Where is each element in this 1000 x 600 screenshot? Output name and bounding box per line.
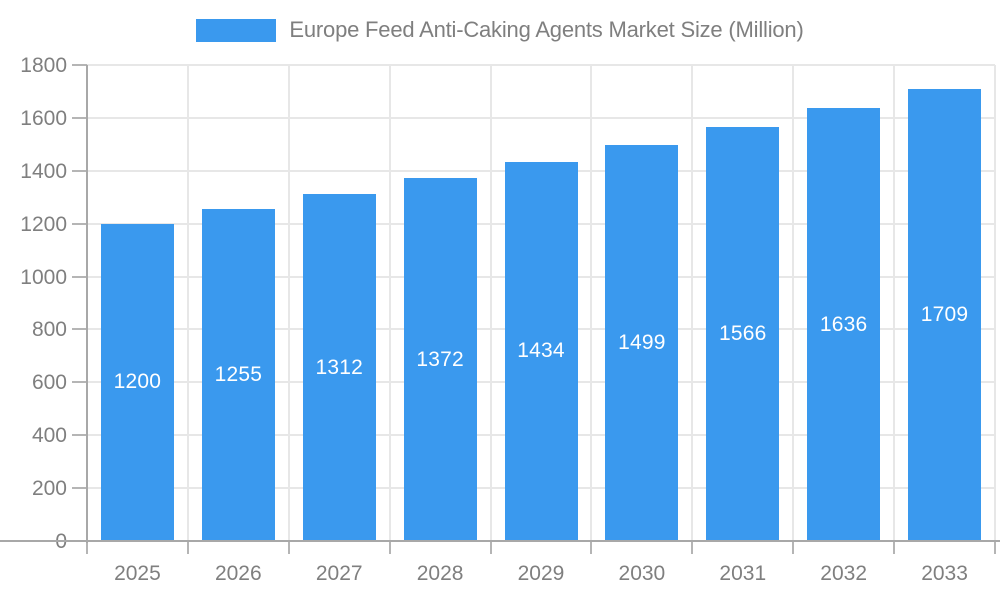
x-gridline bbox=[590, 65, 593, 541]
y-tick-label: 600 bbox=[31, 371, 67, 395]
x-gridline bbox=[893, 65, 896, 541]
y-tick-label: 1400 bbox=[20, 159, 67, 183]
x-tick-label: 2025 bbox=[114, 562, 161, 585]
bar: 1566 bbox=[706, 126, 780, 541]
bar-value-label: 1372 bbox=[416, 347, 464, 371]
bar: 1499 bbox=[605, 144, 679, 541]
bar-value-label: 1434 bbox=[517, 339, 565, 363]
x-tick-label: 2027 bbox=[315, 562, 363, 585]
y-axis-line bbox=[86, 65, 88, 543]
x-tick-mark bbox=[590, 541, 593, 554]
y-tick-mark bbox=[72, 116, 87, 119]
x-gridline bbox=[691, 65, 694, 541]
x-tick-label: 2028 bbox=[416, 562, 464, 585]
y-tick-label: 1000 bbox=[20, 265, 67, 289]
bar-value-label: 1312 bbox=[315, 355, 363, 379]
bar: 1200 bbox=[100, 223, 174, 541]
x-tick-mark bbox=[287, 541, 290, 554]
y-tick-mark bbox=[72, 328, 87, 331]
x-tick-label: 2031 bbox=[719, 562, 767, 585]
y-tick-mark bbox=[72, 222, 87, 225]
y-tick-label: 800 bbox=[31, 318, 67, 342]
bar: 1255 bbox=[201, 209, 275, 541]
x-tick-mark bbox=[388, 541, 391, 554]
bar-value-label: 1499 bbox=[618, 330, 666, 354]
bar-value-label: 1200 bbox=[113, 370, 162, 394]
bar-value-label: 1636 bbox=[819, 312, 868, 336]
x-gridline bbox=[388, 65, 391, 541]
x-gridline bbox=[489, 65, 492, 541]
x-tick-mark bbox=[86, 541, 88, 554]
x-tick-mark bbox=[186, 541, 189, 554]
y-tick-mark bbox=[72, 381, 87, 384]
x-axis-line bbox=[0, 540, 1000, 542]
x-tick-label: 2032 bbox=[820, 562, 868, 585]
x-tick-mark bbox=[691, 541, 694, 554]
bar-value-label: 1566 bbox=[719, 321, 767, 345]
x-gridline bbox=[994, 65, 996, 541]
y-tick-label: 1200 bbox=[20, 212, 67, 236]
bar: 1636 bbox=[807, 108, 881, 541]
x-gridline bbox=[186, 65, 189, 541]
legend-swatch bbox=[196, 18, 277, 42]
bar-value-label: 1709 bbox=[920, 303, 969, 327]
y-tick-mark bbox=[72, 434, 87, 437]
y-tick-mark bbox=[72, 487, 87, 490]
x-gridline bbox=[792, 65, 795, 541]
y-gridline bbox=[87, 116, 995, 119]
legend-label: Europe Feed Anti-Caking Agents Market Si… bbox=[289, 17, 804, 42]
y-tick-label: 400 bbox=[31, 424, 67, 448]
bar: 1312 bbox=[302, 194, 376, 541]
x-tick-label: 2030 bbox=[618, 562, 666, 585]
x-tick-mark bbox=[994, 541, 996, 554]
bar: 1709 bbox=[908, 89, 982, 541]
y-tick-mark bbox=[72, 275, 87, 278]
y-tick-label: 200 bbox=[31, 477, 67, 501]
x-tick-mark bbox=[489, 541, 492, 554]
y-tick-mark bbox=[72, 64, 87, 66]
x-tick-label: 2033 bbox=[921, 562, 968, 585]
x-gridline bbox=[287, 65, 290, 541]
x-tick-label: 2029 bbox=[517, 562, 565, 585]
bar: 1372 bbox=[403, 178, 477, 541]
y-tick-label: 1800 bbox=[20, 54, 67, 77]
bar: 1434 bbox=[504, 161, 578, 541]
y-tick-mark bbox=[72, 169, 87, 172]
y-gridline bbox=[87, 64, 995, 66]
x-tick-label: 2026 bbox=[214, 562, 262, 585]
x-tick-mark bbox=[792, 541, 795, 554]
chart-legend: Europe Feed Anti-Caking Agents Market Si… bbox=[0, 17, 1000, 43]
y-tick-label: 1600 bbox=[20, 106, 67, 130]
x-tick-mark bbox=[893, 541, 896, 554]
bar-value-label: 1255 bbox=[214, 363, 263, 387]
